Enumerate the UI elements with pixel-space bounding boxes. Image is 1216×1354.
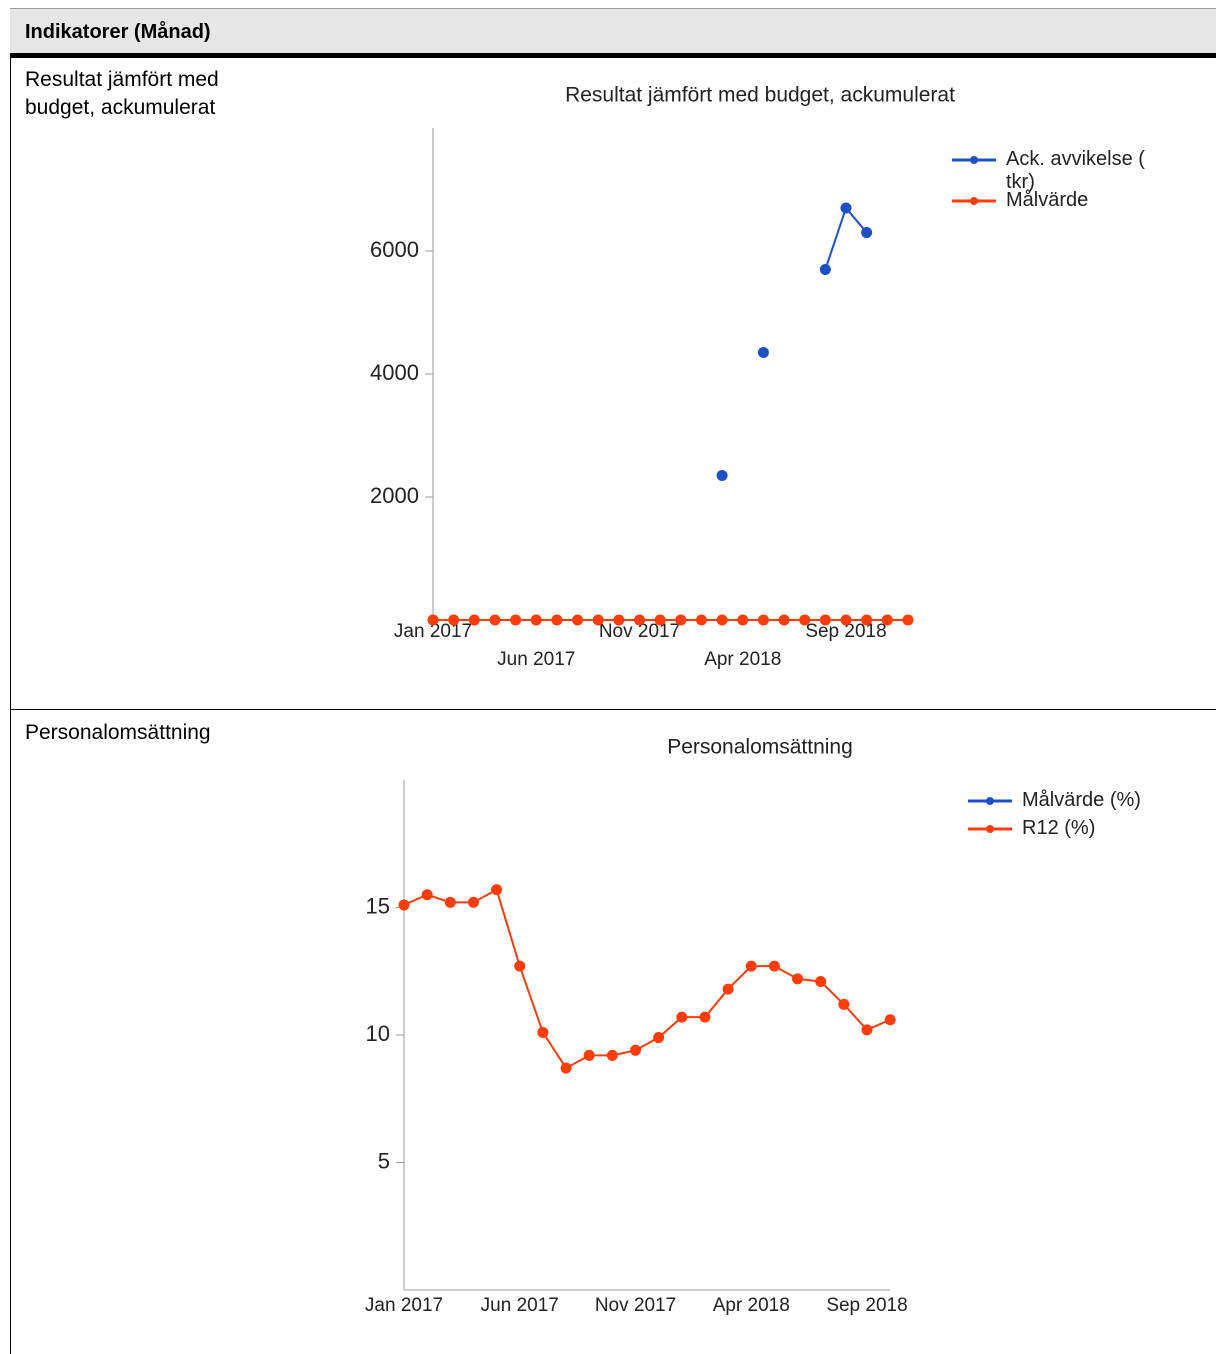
data-point xyxy=(654,614,666,626)
data-point xyxy=(676,1011,688,1023)
header-title: Indikatorer (Månad) xyxy=(25,21,211,43)
data-point xyxy=(675,614,687,626)
data-point xyxy=(861,227,873,239)
y-tick-label: 4000 xyxy=(370,360,419,385)
x-tick-label: Sep 2018 xyxy=(826,1295,907,1316)
x-tick-label: Apr 2018 xyxy=(704,649,781,670)
frame xyxy=(10,57,1216,1354)
data-point xyxy=(489,614,501,626)
data-point xyxy=(537,1026,549,1038)
data-point xyxy=(467,896,479,908)
data-point xyxy=(699,1011,711,1023)
data-point xyxy=(815,975,827,987)
data-point xyxy=(716,614,728,626)
row-divider xyxy=(10,709,1216,710)
data-point xyxy=(514,960,526,972)
legend-label: Ack. avvikelse ( tkr) xyxy=(1006,148,1145,193)
data-point xyxy=(510,614,522,626)
x-tick-label: Sep 2018 xyxy=(805,621,886,642)
data-point xyxy=(799,614,811,626)
data-point xyxy=(881,614,893,626)
data-point xyxy=(592,614,604,626)
data-point xyxy=(653,1032,665,1044)
data-point xyxy=(902,614,914,626)
x-tick-label: Nov 2017 xyxy=(595,1295,676,1316)
x-tick-label: Nov 2017 xyxy=(599,621,680,642)
data-point xyxy=(861,614,873,626)
data-point xyxy=(745,960,757,972)
data-point xyxy=(768,960,780,972)
header: Indikatorer (Månad) xyxy=(10,8,1216,58)
legend-label: R12 (%) xyxy=(1022,817,1096,839)
data-point xyxy=(819,263,831,275)
data-point xyxy=(606,1049,618,1061)
y-tick-label: 15 xyxy=(366,893,390,918)
legend-dot xyxy=(970,156,978,164)
chart-title: Resultat jämfört med budget, ackumulerat xyxy=(565,84,955,107)
data-point xyxy=(861,1024,873,1036)
data-point xyxy=(421,889,433,901)
data-point xyxy=(444,896,456,908)
series-line xyxy=(824,205,868,270)
data-point xyxy=(448,614,460,626)
x-tick-label: Jan 2017 xyxy=(365,1295,443,1316)
data-point xyxy=(792,973,804,985)
data-point xyxy=(778,614,790,626)
y-tick-label: 6000 xyxy=(370,237,419,262)
data-point xyxy=(695,614,707,626)
data-point xyxy=(613,614,625,626)
y-tick-label: 10 xyxy=(366,1021,390,1046)
y-tick-label: 5 xyxy=(378,1148,390,1173)
x-tick-label: Jan 2017 xyxy=(394,621,472,642)
x-tick-label: Jun 2017 xyxy=(497,649,575,670)
data-point xyxy=(840,614,852,626)
data-point xyxy=(757,614,769,626)
data-point xyxy=(884,1014,896,1026)
data-point xyxy=(560,1062,572,1074)
data-point xyxy=(737,614,749,626)
data-point xyxy=(634,614,645,626)
data-point xyxy=(551,614,563,626)
data-point xyxy=(716,469,728,481)
chart-title: Personalomsättning xyxy=(667,736,853,759)
data-point xyxy=(572,614,584,626)
legend-dot xyxy=(986,797,994,805)
data-point xyxy=(398,899,410,911)
legend-dot xyxy=(970,197,978,205)
data-point xyxy=(840,202,852,214)
data-point xyxy=(838,998,850,1010)
data-point xyxy=(630,1044,641,1056)
legend-dot xyxy=(986,825,994,833)
x-tick-label: Apr 2018 xyxy=(713,1295,790,1316)
data-point xyxy=(819,614,831,626)
legend-label: Målvärde (%) xyxy=(1022,789,1141,811)
x-tick-label: Jun 2017 xyxy=(481,1295,559,1316)
data-point xyxy=(530,614,542,626)
series-line xyxy=(403,888,891,1070)
data-point xyxy=(491,884,503,896)
row-label: Personalomsättning xyxy=(25,721,211,744)
data-point xyxy=(583,1049,595,1061)
legend-label: Målvärde xyxy=(1006,189,1089,211)
row-label: Resultat jämfört med budget, ackumulerat xyxy=(25,68,219,119)
data-point xyxy=(757,346,769,358)
data-point xyxy=(427,614,439,626)
data-point xyxy=(722,983,734,995)
y-tick-label: 2000 xyxy=(370,483,419,508)
data-point xyxy=(468,614,480,626)
